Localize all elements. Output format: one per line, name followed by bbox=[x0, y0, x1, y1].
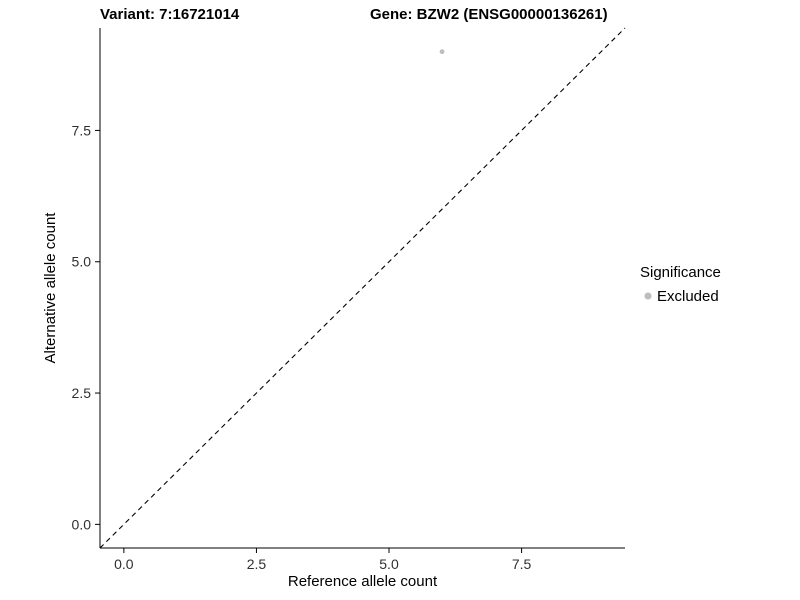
x-tick-label: 5.0 bbox=[379, 556, 399, 572]
y-tick-label: 0.0 bbox=[72, 516, 92, 532]
x-tick-label: 0.0 bbox=[114, 556, 134, 572]
identity-line bbox=[99, 27, 626, 549]
legend-entry-label: Excluded bbox=[657, 288, 719, 305]
plot-title-variant: Variant: 7:16721014 bbox=[100, 6, 240, 23]
x-axis-title: Reference allele count bbox=[288, 573, 438, 590]
legend-key-dot bbox=[644, 292, 652, 300]
legend-title: Significance bbox=[640, 264, 721, 281]
data-point[interactable] bbox=[439, 49, 445, 55]
y-axis-title: Alternative allele count bbox=[42, 212, 59, 364]
x-tick-label: 7.5 bbox=[512, 556, 532, 572]
y-tick-label: 2.5 bbox=[72, 385, 92, 401]
y-tick-label: 5.0 bbox=[72, 254, 92, 270]
y-tick-label: 7.5 bbox=[72, 122, 92, 138]
plot-title-gene: Gene: BZW2 (ENSG00000136261) bbox=[370, 6, 608, 23]
x-tick-label: 2.5 bbox=[247, 556, 267, 572]
